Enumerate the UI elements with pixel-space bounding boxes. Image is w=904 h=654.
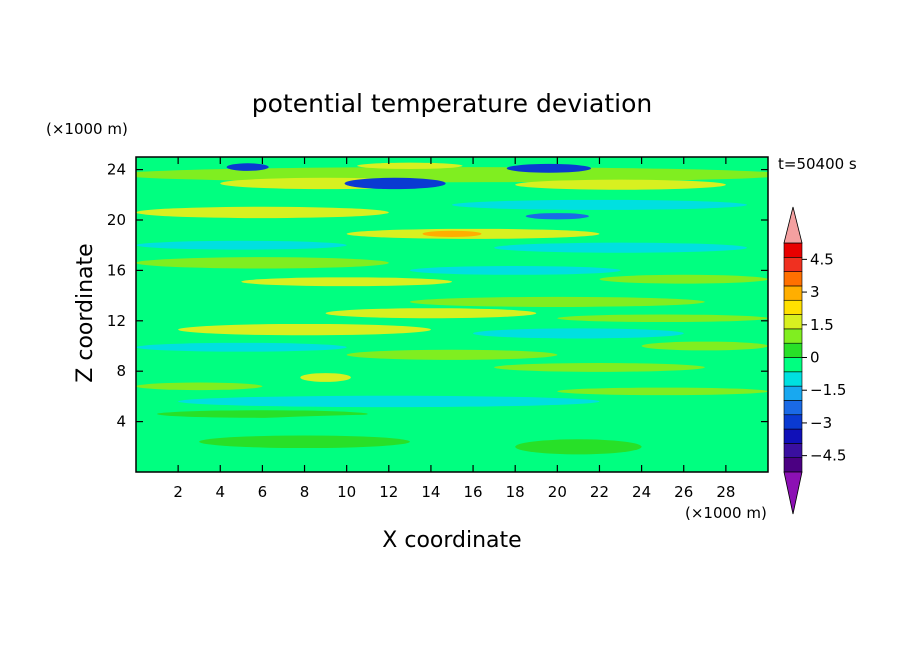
contour-band [641, 341, 768, 351]
colorbar-swatch [783, 285, 803, 301]
contour-band [506, 163, 592, 173]
colorbar-label: −1.5 [810, 381, 846, 399]
contour-band [344, 177, 446, 190]
x-tick-label: 12 [379, 483, 398, 501]
y-tick-label: 4 [116, 413, 126, 431]
contour-band [473, 328, 684, 339]
colorbar-label: 4.5 [810, 250, 834, 268]
x-tick-label: 28 [716, 483, 735, 501]
contour-band [136, 167, 768, 183]
y-tick-label: 20 [107, 211, 126, 229]
y-tick-label: 16 [107, 261, 126, 279]
contour-band [199, 435, 410, 449]
contour-band [557, 314, 768, 323]
colorbar-label: 1.5 [810, 316, 834, 334]
colorbar-swatch [783, 314, 803, 330]
contour-band [525, 213, 589, 220]
contour-band [136, 240, 347, 250]
contour-band [515, 439, 642, 455]
contour-band [422, 230, 482, 238]
colorbar-swatch [783, 385, 803, 401]
contour-band [178, 323, 431, 336]
colorbar-swatch [783, 357, 803, 373]
contour-band [241, 277, 452, 287]
y-tick-label: 12 [107, 312, 126, 330]
contour-band [136, 382, 263, 391]
colorbar-swatch [783, 400, 803, 416]
plot-frame [135, 156, 769, 473]
contour-band [557, 387, 768, 396]
contour-band [599, 274, 768, 284]
colorbar-label: −3 [810, 414, 832, 432]
colorbar-label: 0 [810, 349, 820, 367]
x-unit-label: (×1000 m) [685, 504, 767, 522]
y-axis-label: Z coordinate [73, 243, 98, 382]
x-tick-label: 8 [300, 483, 310, 501]
contour-band [226, 163, 269, 171]
colorbar-swatch [783, 457, 803, 473]
x-axis-label: X coordinate [382, 528, 521, 553]
contour-band [136, 206, 389, 219]
colorbar-swatch [783, 443, 803, 458]
x-tick-label: 2 [173, 483, 183, 501]
x-tick-label: 18 [506, 483, 525, 501]
contour-band [325, 308, 537, 319]
colorbar-swatch [783, 428, 803, 444]
contour-band [346, 349, 558, 360]
contour-band [409, 296, 705, 307]
colorbar-swatch [783, 257, 803, 272]
time-label: t=50400 s [778, 155, 857, 173]
colorbar-swatch [783, 271, 803, 287]
y-tick-label: 8 [116, 362, 126, 380]
colorbar-swatch [783, 328, 803, 344]
colorbar-swatch [783, 242, 803, 258]
contour-band [300, 373, 351, 382]
x-tick-label: 24 [632, 483, 651, 501]
x-tick-label: 20 [548, 483, 567, 501]
colorbar-label: 3 [810, 283, 820, 301]
x-tick-label: 16 [464, 483, 483, 501]
x-tick-label: 26 [674, 483, 693, 501]
x-tick-label: 10 [337, 483, 356, 501]
colorbar-swatch [783, 342, 803, 358]
x-tick-label: 22 [590, 483, 609, 501]
contour-band [157, 410, 368, 418]
colorbar-swatch [783, 299, 803, 315]
colorbar-swatch [783, 414, 803, 430]
contour-band [494, 242, 747, 253]
x-tick-label: 4 [215, 483, 225, 501]
colorbar-swatch [783, 371, 803, 387]
contour-band [494, 363, 705, 372]
contour-band [304, 380, 642, 390]
x-tick-label: 14 [421, 483, 440, 501]
colorbar-over-arrow [783, 206, 803, 244]
contour-band [136, 257, 389, 269]
colorbar-under-arrow [783, 471, 803, 515]
colorbar: 4.5 3 1.5 0 −1.5 −3 −4.5 [783, 206, 846, 515]
colorbar-label: −4.5 [810, 447, 846, 465]
contour-band [515, 179, 726, 190]
y-unit-label: (×1000 m) [46, 120, 128, 138]
y-tick-label: 24 [107, 161, 126, 179]
x-tick-label: 6 [258, 483, 268, 501]
contour-band [452, 199, 747, 210]
contour-band [409, 265, 621, 275]
contour-band [357, 162, 463, 169]
contour-band [136, 342, 347, 352]
chart-title: potential temperature deviation [252, 89, 652, 118]
contour-band [178, 395, 600, 408]
